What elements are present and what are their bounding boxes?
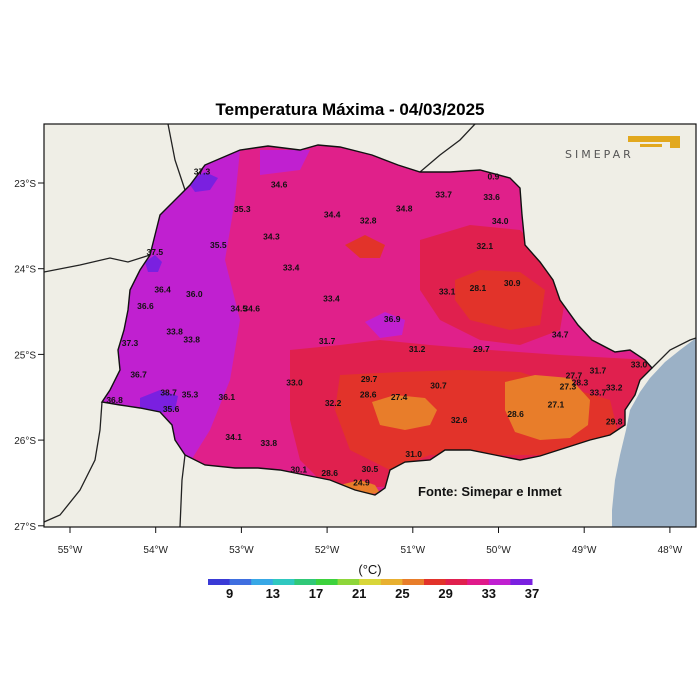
lon-tick-label: 49°W xyxy=(572,545,597,556)
station-value: 36.1 xyxy=(219,392,236,402)
station-value: 29.8 xyxy=(606,417,623,427)
lon-tick-label: 50°W xyxy=(486,545,511,556)
station-value: 28.6 xyxy=(507,409,524,419)
station-value: 27.1 xyxy=(548,400,565,410)
station-value: 27.4 xyxy=(391,392,408,402)
lat-tick-label: 25°S xyxy=(14,350,36,361)
station-value: 27.3 xyxy=(560,382,577,392)
station-value: 35.3 xyxy=(234,204,251,214)
ocean xyxy=(612,338,696,527)
station-value: 33.0 xyxy=(286,377,303,387)
station-value: 30.7 xyxy=(430,381,447,391)
station-value: 36.9 xyxy=(384,314,401,324)
station-value: 35.5 xyxy=(210,240,227,250)
station-value: 35.6 xyxy=(163,404,180,414)
station-value: 33.4 xyxy=(283,262,300,272)
border-paraguay-north xyxy=(44,254,151,273)
station-value: 28.6 xyxy=(360,389,377,399)
lon-tick-label: 53°W xyxy=(229,545,254,556)
simepar-logo: SIMEPAR xyxy=(565,136,680,161)
station-value: 27.7 xyxy=(566,370,583,380)
station-value: 34.3 xyxy=(263,232,280,242)
axis-ticks: 23°S 24°S 25°S 26°S 27°S 55°W 54°W 53°W 52°W 51°W… xyxy=(14,179,683,556)
station-value: 34.0 xyxy=(492,216,509,226)
station-value: 34.7 xyxy=(552,329,569,339)
lon-tick-label: 52°W xyxy=(315,545,340,556)
station-value: 30.1 xyxy=(291,465,308,475)
lat-tick-label: 26°S xyxy=(14,436,36,447)
station-value: 34.4 xyxy=(324,209,341,219)
station-value: 32.1 xyxy=(477,241,494,251)
lat-tick-label: 23°S xyxy=(14,179,36,190)
station-value: 34.1 xyxy=(225,432,242,442)
svg-text:SIMEPAR: SIMEPAR xyxy=(565,148,634,161)
station-value: 36.8 xyxy=(106,395,123,405)
station-value: 31.7 xyxy=(590,365,607,375)
station-value: 33.4 xyxy=(323,293,340,303)
station-value: 34.6 xyxy=(243,304,260,314)
station-value: 29.7 xyxy=(473,344,490,354)
station-value: 31.0 xyxy=(405,449,422,459)
station-value: 33.0 xyxy=(631,359,648,369)
station-value: 37.3 xyxy=(122,338,139,348)
station-value: 29.7 xyxy=(361,374,378,384)
station-value: 28.6 xyxy=(321,468,338,478)
station-value: 30.5 xyxy=(362,464,379,474)
station-value: 34.8 xyxy=(396,203,413,213)
station-value: 33.7 xyxy=(590,388,607,398)
station-value: 37.5 xyxy=(147,247,164,257)
station-value: 28.3 xyxy=(572,377,589,387)
station-value: 24.9 xyxy=(353,478,370,488)
station-value: 34.6 xyxy=(271,179,288,189)
station-value: 28.1 xyxy=(470,283,487,293)
coast-north xyxy=(651,337,696,369)
lon-tick-label: 54°W xyxy=(143,545,168,556)
border-argentina xyxy=(44,401,103,523)
station-value: 33.8 xyxy=(183,334,200,344)
border-santa-catarina-west xyxy=(179,454,186,527)
station-value: 31.7 xyxy=(319,336,336,346)
border-sao-paulo xyxy=(419,124,476,173)
station-value: 32.8 xyxy=(360,215,377,225)
lon-tick-label: 48°W xyxy=(658,545,683,556)
temperature-field xyxy=(102,145,652,495)
lat-tick-label: 24°S xyxy=(14,265,36,276)
station-value: 30.9 xyxy=(504,278,521,288)
station-value: 32.6 xyxy=(451,415,468,425)
station-value: 33.2 xyxy=(606,382,623,392)
station-value: 36.6 xyxy=(137,301,154,311)
station-value: 33.8 xyxy=(166,327,183,337)
station-value: 35.3 xyxy=(182,389,199,399)
lon-tick-label: 51°W xyxy=(401,545,426,556)
map-title: Temperatura Máxima - 04/03/2025 xyxy=(215,100,485,119)
station-value: 33.6 xyxy=(483,192,500,202)
station-values: 37.3 34.6 35.3 34.4 32.8 34.8 33.7 33.6 34.0 32.1… xyxy=(106,166,647,487)
lat-tick-label: 27°S xyxy=(14,522,36,533)
station-value: 33.7 xyxy=(435,190,452,200)
station-value: 36.0 xyxy=(186,289,203,299)
station-value: 38.7 xyxy=(160,388,177,398)
border-mato-grosso xyxy=(167,124,186,191)
station-value: 0.9 xyxy=(487,172,499,182)
station-value: 33.1 xyxy=(439,286,456,296)
station-value: 32.2 xyxy=(325,398,342,408)
lon-tick-label: 55°W xyxy=(58,545,83,556)
legend-unit: (°C) xyxy=(358,562,382,577)
station-value: 33.8 xyxy=(261,438,278,448)
source-label: Fonte: Simepar e Inmet xyxy=(418,484,562,499)
station-value: 34.5 xyxy=(231,304,248,314)
map-border xyxy=(43,123,697,528)
station-value: 36.7 xyxy=(130,370,147,380)
station-value: 37.3 xyxy=(194,166,211,176)
station-value: 31.2 xyxy=(409,344,426,354)
station-value: 36.4 xyxy=(154,285,171,295)
